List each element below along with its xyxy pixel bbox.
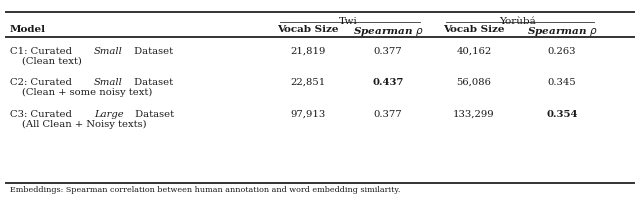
Text: 97,913: 97,913 [291,110,326,119]
Text: Dataset: Dataset [131,47,173,56]
Text: Yorùbá: Yorùbá [500,17,536,26]
Text: Vocab Size: Vocab Size [444,25,505,34]
Text: 0.354: 0.354 [547,110,578,119]
Text: 0.437: 0.437 [372,78,404,87]
Text: Dataset: Dataset [132,110,174,119]
Text: C1: Curated: C1: Curated [10,47,75,56]
Text: (Clean + some noisy text): (Clean + some noisy text) [22,88,152,97]
Text: C3: Curated: C3: Curated [10,110,75,119]
Text: Dataset: Dataset [131,78,173,87]
Text: Small: Small [94,78,123,87]
Text: Vocab Size: Vocab Size [277,25,339,34]
Text: 22,851: 22,851 [291,78,326,87]
Text: 0.377: 0.377 [374,110,403,119]
Text: 133,299: 133,299 [453,110,495,119]
Text: 40,162: 40,162 [456,47,492,56]
Text: Spearman $\rho$: Spearman $\rho$ [527,25,597,38]
Text: Embeddings: Spearman correlation between human annotation and word embedding sim: Embeddings: Spearman correlation between… [10,186,401,194]
Text: 0.263: 0.263 [548,47,576,56]
Text: C2: Curated: C2: Curated [10,78,75,87]
Text: Model: Model [10,25,46,34]
Text: 0.377: 0.377 [374,47,403,56]
Text: (All Clean + Noisy texts): (All Clean + Noisy texts) [22,120,147,129]
Text: 21,819: 21,819 [291,47,326,56]
Text: Small: Small [94,47,123,56]
Text: 56,086: 56,086 [456,78,492,87]
Text: Large: Large [94,110,124,119]
Text: (Clean text): (Clean text) [22,57,82,66]
Text: 0.345: 0.345 [548,78,577,87]
Text: Spearman $\rho$: Spearman $\rho$ [353,25,424,38]
Text: Twi: Twi [339,17,357,26]
